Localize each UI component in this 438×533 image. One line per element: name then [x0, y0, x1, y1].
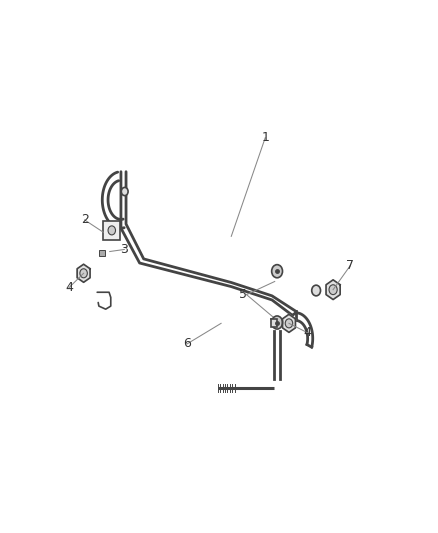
Text: 4: 4 — [304, 326, 311, 340]
Text: 5: 5 — [239, 288, 247, 301]
Circle shape — [80, 269, 87, 278]
Bar — [103, 221, 120, 240]
Circle shape — [272, 316, 283, 329]
Text: 6: 6 — [183, 337, 191, 350]
Circle shape — [272, 265, 283, 278]
Polygon shape — [77, 264, 90, 282]
Polygon shape — [283, 314, 296, 333]
Circle shape — [329, 285, 337, 295]
Circle shape — [108, 226, 116, 235]
Text: 3: 3 — [120, 243, 128, 256]
Text: 1: 1 — [261, 131, 269, 144]
Circle shape — [121, 188, 128, 196]
Circle shape — [285, 319, 293, 328]
Circle shape — [312, 285, 321, 296]
Text: 7: 7 — [346, 260, 354, 272]
Text: 4: 4 — [65, 281, 73, 294]
Polygon shape — [326, 280, 340, 300]
Text: 2: 2 — [81, 213, 88, 227]
Bar — [271, 319, 277, 327]
